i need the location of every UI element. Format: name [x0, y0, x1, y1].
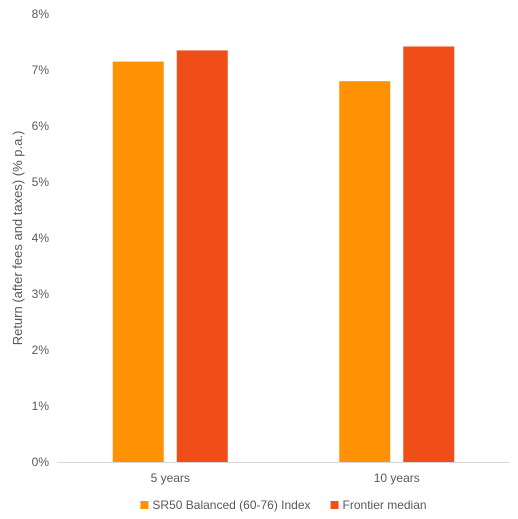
bar-2-1	[176, 50, 228, 463]
y-tick-label: 1%	[32, 399, 50, 413]
y-tick-label: 6%	[32, 119, 50, 133]
x-tick-label: 5 years	[151, 471, 190, 485]
legend-label: Frontier median	[343, 498, 427, 512]
legend-label: SR50 Balanced (60-76) Index	[152, 498, 310, 512]
y-tick-label: 8%	[32, 7, 50, 21]
bar-2-2	[403, 46, 455, 462]
bar-1-2	[339, 81, 391, 462]
legend: SR50 Balanced (60-76) Index Frontier medi…	[140, 498, 427, 512]
y-tick-label: 5%	[32, 175, 50, 189]
y-axis-title: Return (after fees and taxes) (% p.a.)	[10, 131, 25, 346]
y-tick-label: 7%	[32, 63, 50, 77]
y-axis-ticks: 0% 1% 2% 3% 4% 5% 6% 7% 8%	[32, 7, 50, 469]
y-tick-label: 0%	[32, 455, 50, 469]
bar-1-1	[112, 61, 164, 462]
x-tick-label: 10 years	[374, 471, 420, 485]
legend-swatch	[330, 501, 339, 509]
legend-swatch	[140, 501, 149, 509]
y-tick-label: 4%	[32, 231, 50, 245]
bars	[112, 46, 455, 463]
y-tick-label: 3%	[32, 287, 50, 301]
x-axis-ticks: 5 years 10 years	[151, 471, 420, 485]
y-tick-label: 2%	[32, 343, 50, 357]
